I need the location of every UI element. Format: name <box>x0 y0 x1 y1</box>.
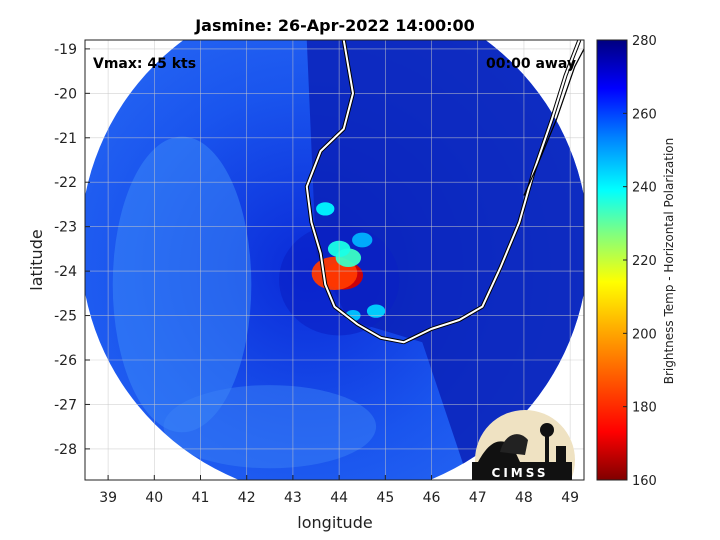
ocean-band <box>112 136 252 433</box>
colorbar-tick-label: 280 <box>632 34 657 49</box>
cimss-logo: CIMSS <box>472 410 575 480</box>
x-tick-label: 39 <box>99 490 117 506</box>
logo-text: CIMSS <box>492 466 549 480</box>
swath-layer <box>85 40 584 480</box>
colorbar-tick-label: 220 <box>632 254 657 269</box>
colorbar-tick-label: 240 <box>632 181 657 196</box>
x-tick-label: 41 <box>192 490 210 506</box>
x-tick-label: 40 <box>145 490 163 506</box>
land-region <box>306 40 584 480</box>
x-tick-label: 46 <box>423 490 441 506</box>
y-tick-labels: -19 -20 -21 -22 -23 -24 -25 -26 -27 -28 <box>54 42 77 458</box>
y-tick-label: -26 <box>54 353 77 369</box>
x-tick-label: 44 <box>330 490 348 506</box>
y-tick-label: -25 <box>54 309 77 325</box>
colorbar-tick-label: 180 <box>632 401 657 416</box>
colorbar-tick-label: 200 <box>632 327 657 342</box>
storm-feature <box>366 304 386 318</box>
coastline <box>304 40 584 345</box>
x-tick-label: 49 <box>561 490 579 506</box>
colorbar-label: Brightness Temp - Horizontal Polarizatio… <box>662 138 676 385</box>
colorbar-ticks: 160 180 200 220 240 260 280 <box>623 34 657 489</box>
storm-feature <box>352 232 373 248</box>
x-tick-label: 42 <box>238 490 256 506</box>
x-tick-label: 47 <box>469 490 487 506</box>
colorbar-tick-label: 260 <box>632 107 657 122</box>
coastline-madagascar <box>305 40 581 344</box>
plot-frame <box>84 39 585 481</box>
y-tick-label: -19 <box>54 42 77 58</box>
colorbar <box>596 39 628 481</box>
y-tick-label: -24 <box>54 264 77 280</box>
x-tick-label: 45 <box>376 490 394 506</box>
y-tick-label: -21 <box>54 131 77 147</box>
y-tick-label: -22 <box>54 175 77 191</box>
grid <box>85 40 584 480</box>
chart-title: Jasmine: 26-Apr-2022 14:00:00 <box>194 16 475 35</box>
y-tick-label: -23 <box>54 220 77 236</box>
y-tick-label: -20 <box>54 86 77 102</box>
coastline-secondary <box>523 47 584 196</box>
x-tick-label: 48 <box>515 490 533 506</box>
ocean-band <box>163 385 377 469</box>
x-tick-label: 43 <box>284 490 302 506</box>
x-axis-label: longitude <box>297 513 372 532</box>
y-tick-label: -27 <box>54 397 77 413</box>
colorbar-tick-label: 160 <box>632 474 657 489</box>
storm-feature <box>316 202 335 216</box>
vmax-annotation: Vmax: 45 kts <box>93 56 196 72</box>
x-tick-labels: 39 40 41 42 43 44 45 46 47 48 49 <box>99 490 579 506</box>
time-away-annotation: 00:00 away <box>486 56 576 72</box>
y-tick-label: -28 <box>54 442 77 458</box>
y-axis-label: latitude <box>27 229 46 290</box>
